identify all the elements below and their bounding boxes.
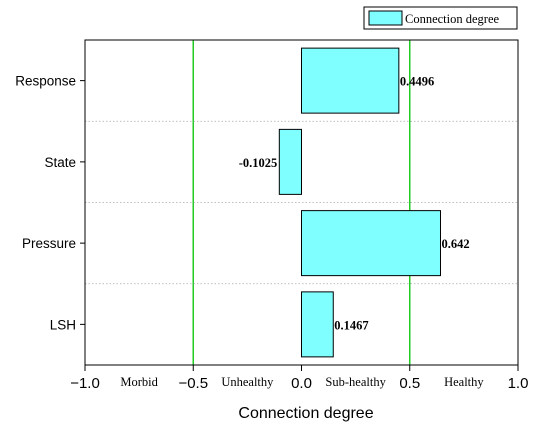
legend-label: Connection degree <box>405 12 500 26</box>
bar-lsh <box>301 291 334 358</box>
value-label-response: 0.4496 <box>400 75 434 89</box>
x-axis-title: Connection degree <box>238 405 373 422</box>
zone-label-sub-healthy: Sub-healthy <box>325 375 386 389</box>
category-label-lsh: LSH <box>50 317 76 332</box>
bar-state <box>278 128 302 195</box>
x-tick-label-1: −0.5 <box>178 375 208 392</box>
legend-swatch <box>368 10 403 26</box>
bar-response <box>301 47 400 114</box>
category-labels: Response State Pressure LSH <box>15 74 85 332</box>
bars <box>278 47 441 358</box>
x-tick-label-4: 1.0 <box>508 375 529 392</box>
legend: Connection degree <box>363 6 518 30</box>
zone-labels: Morbid Unhealthy Sub-healthy Healthy <box>120 375 484 389</box>
category-label-pressure: Pressure <box>22 236 76 251</box>
value-label-pressure: 0.642 <box>441 237 469 251</box>
x-tick-label-0: −1.0 <box>70 375 100 392</box>
bar-pressure <box>301 210 441 277</box>
reference-lines <box>192 40 411 365</box>
x-tick-label-3: 0.5 <box>399 375 420 392</box>
x-ticks: −1.0 −0.5 0.0 0.5 1.0 <box>70 365 528 392</box>
x-tick-label-2: 0.0 <box>291 375 312 392</box>
zone-label-morbid: Morbid <box>120 375 158 389</box>
zone-label-unhealthy: Unhealthy <box>221 375 274 389</box>
category-grid <box>85 120 518 285</box>
value-label-state: -0.1025 <box>239 156 278 170</box>
zone-label-healthy: Healthy <box>444 375 484 389</box>
value-label-lsh: 0.1467 <box>334 318 368 332</box>
category-label-state: State <box>44 155 76 170</box>
value-labels: 0.4496 -0.1025 0.642 0.1467 <box>239 75 470 333</box>
category-label-response: Response <box>15 74 76 89</box>
